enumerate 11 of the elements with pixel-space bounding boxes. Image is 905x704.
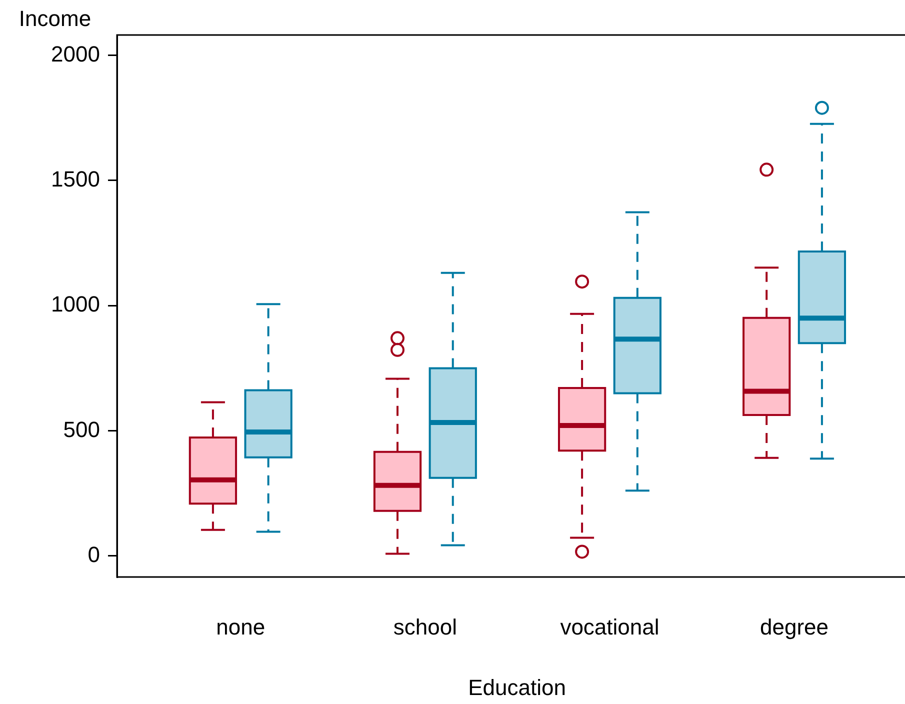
x-tick-label: none bbox=[216, 614, 266, 640]
y-tick-label: 1500 bbox=[51, 166, 100, 192]
y-tick-label: 2000 bbox=[51, 41, 100, 66]
y-tick-label: 500 bbox=[63, 416, 100, 442]
y-axis-title: Income bbox=[18, 6, 92, 32]
x-axis-title: Education bbox=[468, 675, 566, 700]
x-tick-label: vocational bbox=[560, 614, 660, 640]
y-tick-label: 1000 bbox=[51, 292, 100, 317]
x-tick-label: degree bbox=[760, 614, 829, 640]
x-tick-label: school bbox=[393, 614, 457, 640]
y-tick-label: 0 bbox=[88, 542, 100, 568]
